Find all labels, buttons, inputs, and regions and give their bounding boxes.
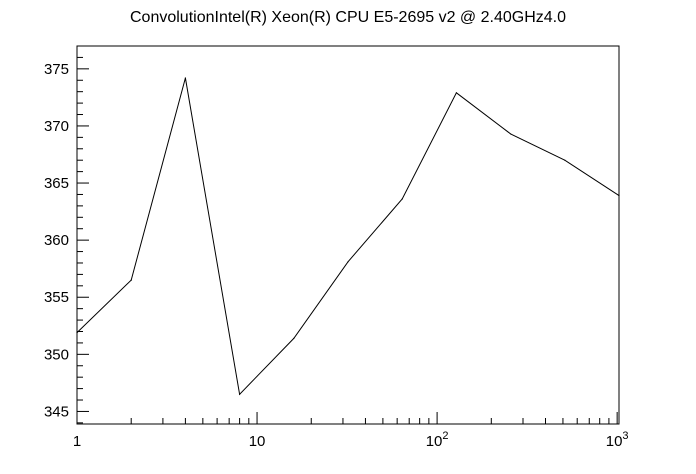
data-point [455,92,457,94]
data-point [564,159,566,161]
data-point [184,77,186,79]
y-tick-label: 365 [44,175,69,192]
data-point [239,393,241,395]
y-tick-label: 345 [44,403,69,420]
y-tick-label: 350 [44,346,69,363]
data-point [618,195,620,197]
data-point [347,261,349,263]
plot-frame [76,45,620,425]
x-tick-label: 10 [249,433,266,450]
y-axis: 345 350 355 360 365 370 375 [44,45,89,424]
x-tick-label: 102 [426,430,449,450]
y-tick-label: 370 [44,118,69,135]
data-point [76,332,78,334]
y-tick-label: 355 [44,289,69,306]
x-axis: 1 10 102 103 [73,412,629,450]
data-point [293,337,295,339]
data-points [76,77,620,395]
x-tick-label: 1 [73,433,81,450]
data-point [510,133,512,135]
x-tick-label: 103 [606,430,629,450]
chart-title: ConvolutionIntel(R) Xeon(R) CPU E5-2695 … [130,9,566,26]
series-line [76,77,620,396]
data-point [401,198,403,200]
y-tick-label: 375 [44,61,69,78]
data-point [130,279,132,281]
y-tick-label: 360 [44,232,69,249]
